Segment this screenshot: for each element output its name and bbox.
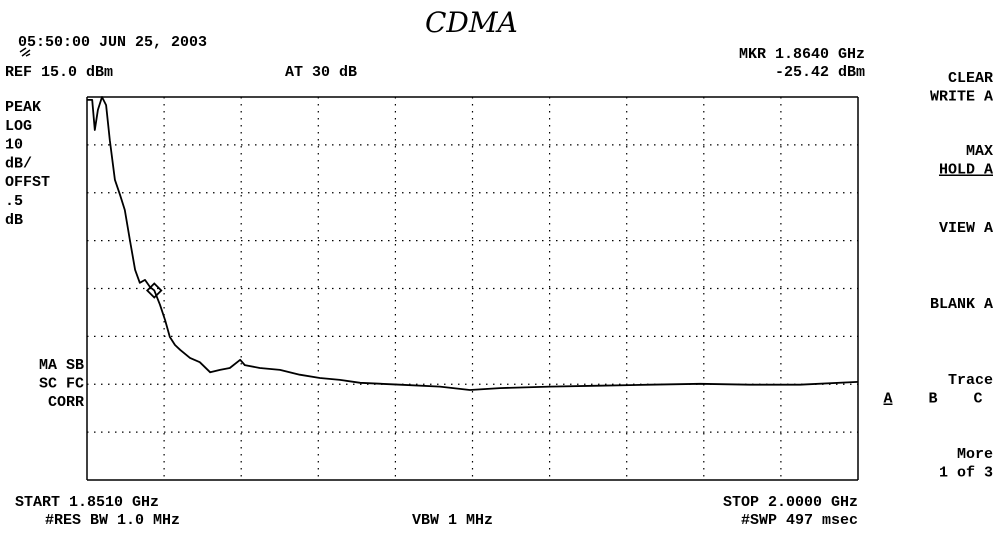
title: CDMA	[425, 6, 518, 39]
marker	[145, 282, 163, 299]
setting-label: dB	[5, 212, 23, 229]
softkey-label[interactable]: 1 of 3	[939, 465, 993, 482]
correction-label: CORR	[48, 394, 84, 411]
ref-level: REF 15.0 dBm	[5, 64, 113, 81]
start-frequency: START 1.8510 GHz	[15, 494, 159, 511]
softkey-label[interactable]: VIEW A	[939, 220, 993, 237]
correction-label: MA SB	[39, 357, 84, 374]
softkey-label[interactable]: MAX	[966, 143, 993, 160]
sweep-time: #SWP 497 msec	[741, 512, 858, 529]
marker-frequency: MKR 1.8640 GHz	[739, 46, 865, 63]
softkey-label[interactable]: WRITE A	[930, 89, 993, 106]
softkey-label[interactable]: BLANK A	[930, 296, 993, 313]
timestamp: 05:50:00 JUN 25, 2003	[18, 34, 207, 51]
trace	[87, 96, 859, 391]
marker-amplitude: -25.42 dBm	[775, 64, 865, 81]
softkey-label[interactable]: More	[957, 446, 993, 463]
correction-label: SC FC	[39, 376, 84, 393]
softkey-label[interactable]: CLEAR	[948, 70, 993, 87]
stop-frequency: STOP 2.0000 GHz	[723, 494, 858, 511]
scribble	[19, 47, 31, 57]
resolution-bandwidth: #RES BW 1.0 MHz	[45, 512, 180, 529]
video-bandwidth: VBW 1 MHz	[412, 512, 493, 529]
setting-label: 10	[5, 137, 23, 154]
setting-label: dB/	[5, 155, 32, 172]
softkey-option[interactable]: A	[883, 391, 892, 408]
setting-label: LOG	[5, 118, 32, 135]
setting-label: PEAK	[5, 99, 41, 116]
softkey-label[interactable]: HOLD A	[939, 162, 993, 179]
setting-label: OFFST	[5, 174, 50, 191]
softkey-option[interactable]: C	[973, 391, 982, 408]
attenuation: AT 30 dB	[285, 64, 357, 81]
softkey-option[interactable]: B	[928, 391, 937, 408]
setting-label: .5	[5, 193, 23, 210]
softkey-label[interactable]: Trace	[948, 372, 993, 389]
